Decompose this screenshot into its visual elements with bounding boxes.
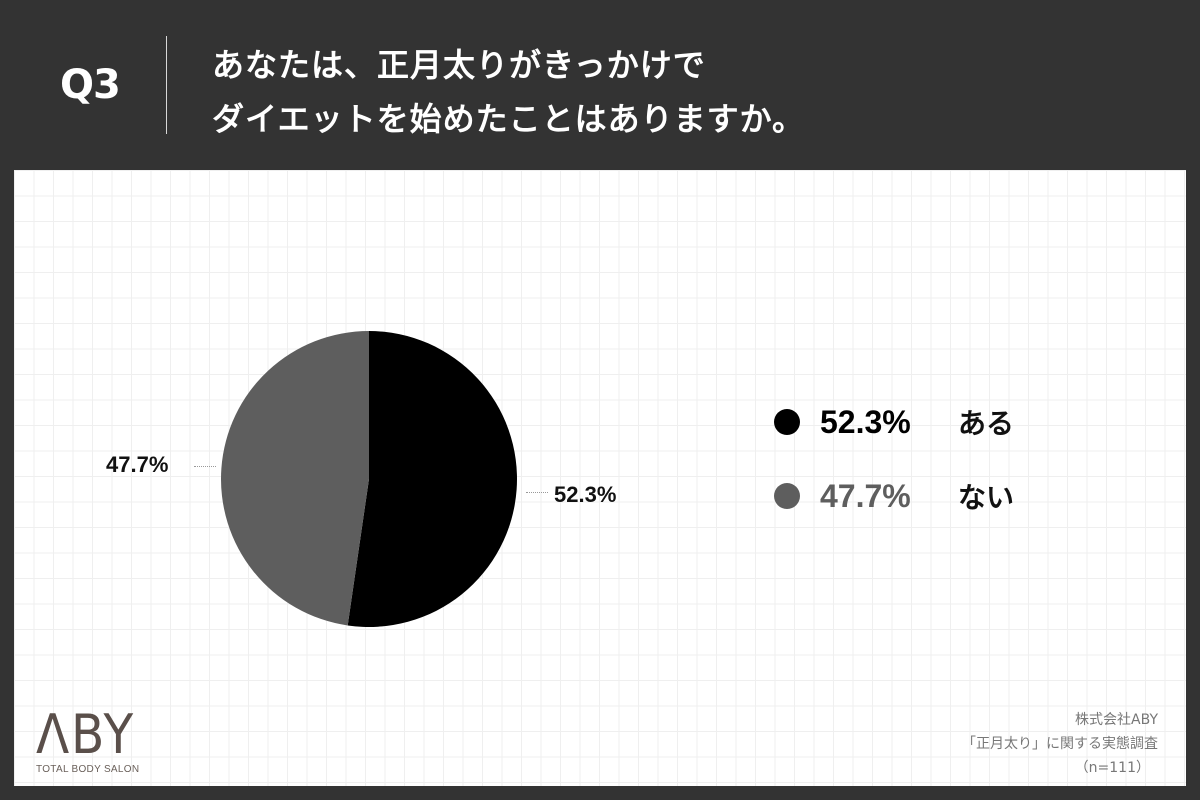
legend-item-no: 47.7% ない: [774, 476, 1074, 516]
logo-tagline: TOTAL BODY SALON: [36, 764, 140, 775]
legend-label: ない: [958, 481, 1015, 514]
pie-slice-no: [221, 331, 369, 626]
pie-slice-yes: [347, 331, 517, 627]
legend-percent: 52.3%: [820, 403, 911, 440]
leader-line-yes: [526, 492, 548, 493]
question-number: Q3: [60, 62, 121, 108]
source-company: 株式会社ABY: [1075, 712, 1158, 728]
pie-label-yes: 52.3%: [554, 482, 617, 507]
source-note: 株式会社ABY 「正月太り」に関する実態調査 （n=111）: [962, 708, 1158, 780]
legend-item-yes: 52.3% ある: [774, 402, 1074, 442]
legend-dot-icon: [774, 409, 800, 435]
title-line-2: ダイエットを始めたことはありますか。: [212, 100, 806, 138]
title-line-1: あなたは、正月太りがきっかけで: [212, 46, 706, 84]
chart-panel: 47.7% 52.3% 52.3% ある 47.7% ない ΛBY TOTAL …: [14, 170, 1186, 786]
leader-line-no: [194, 466, 216, 467]
pie-label-no: 47.7%: [106, 452, 169, 477]
pie-chart: [221, 331, 517, 627]
header-divider: [166, 36, 167, 134]
aby-logo: ΛBY TOTAL BODY SALON: [36, 703, 146, 776]
source-survey: 「正月太り」に関する実態調査: [962, 736, 1158, 752]
header: Q3 あなたは、正月太りがきっかけで ダイエットを始めたことはありますか。: [0, 0, 1200, 170]
legend-dot-icon: [774, 483, 800, 509]
source-sample: （n=111）: [1074, 760, 1150, 776]
question-title: あなたは、正月太りがきっかけで ダイエットを始めたことはありますか。: [212, 38, 805, 146]
legend-label: ある: [958, 407, 1015, 440]
legend-percent: 47.7%: [820, 477, 911, 514]
logo-mark: ΛBY: [36, 703, 136, 766]
